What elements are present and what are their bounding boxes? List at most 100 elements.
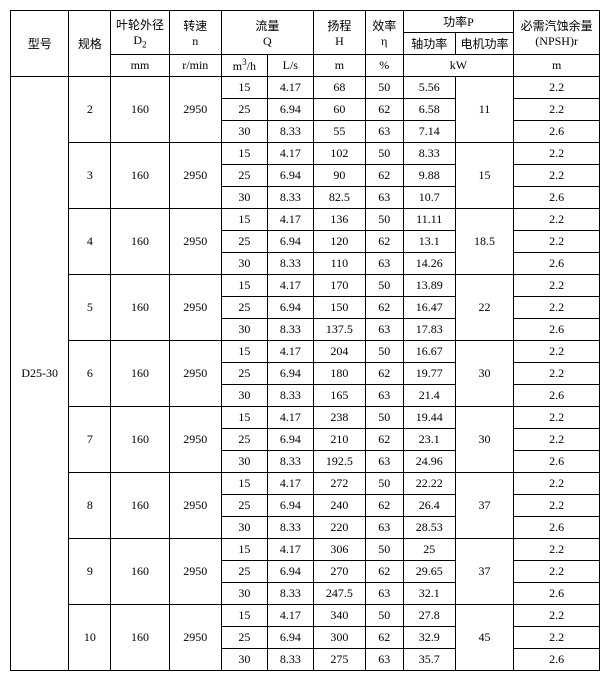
cell-eta: 50 [366,473,404,495]
cell-q1: 30 [221,649,267,671]
table-header: 型号 规格 叶轮外径 D2 转速n 流量Q 扬程H 效率η 功率P 必需汽蚀余量… [11,11,600,77]
cell-motor: 30 [455,341,513,407]
cell-h: 180 [313,363,365,385]
cell-d2: 160 [111,605,169,671]
table-row: 51602950154.171705013.89222.2 [11,275,600,297]
cell-h: 300 [313,627,365,649]
cell-d2: 160 [111,539,169,605]
cell-q2: 4.17 [267,275,313,297]
cell-d2: 160 [111,407,169,473]
cell-q1: 25 [221,429,267,451]
cell-h: 136 [313,209,365,231]
cell-q2: 8.33 [267,187,313,209]
cell-q1: 15 [221,143,267,165]
cell-h: 82.5 [313,187,365,209]
cell-eta: 63 [366,451,404,473]
cell-h: 210 [313,429,365,451]
cell-q2: 6.94 [267,363,313,385]
cell-spec: 3 [69,143,111,209]
cell-d2: 160 [111,275,169,341]
cell-q2: 4.17 [267,77,313,99]
cell-npsh: 2.6 [514,649,600,671]
cell-npsh: 2.2 [514,231,600,253]
cell-npsh: 2.2 [514,209,600,231]
cell-eta: 62 [366,627,404,649]
cell-q1: 25 [221,165,267,187]
cell-q2: 6.94 [267,627,313,649]
cell-q2: 6.94 [267,429,313,451]
cell-motor: 15 [455,143,513,209]
cell-d2: 160 [111,473,169,539]
cell-npsh: 2.2 [514,143,600,165]
cell-ps: 26.4 [403,495,455,517]
cell-q2: 4.17 [267,539,313,561]
cell-q2: 4.17 [267,605,313,627]
cell-h: 340 [313,605,365,627]
cell-ps: 6.58 [403,99,455,121]
cell-motor: 18.5 [455,209,513,275]
cell-q1: 25 [221,627,267,649]
cell-ps: 22.22 [403,473,455,495]
cell-ps: 9.88 [403,165,455,187]
cell-q2: 8.33 [267,451,313,473]
unit-m2: m [514,55,600,77]
cell-npsh: 2.6 [514,385,600,407]
cell-q2: 4.17 [267,341,313,363]
cell-spec: 8 [69,473,111,539]
hdr-d2: 叶轮外径 D2 [111,11,169,55]
cell-q1: 15 [221,275,267,297]
hdr-spec: 规格 [69,11,111,77]
cell-q2: 6.94 [267,297,313,319]
cell-ps: 10.7 [403,187,455,209]
cell-eta: 63 [366,583,404,605]
cell-q1: 15 [221,407,267,429]
cell-h: 220 [313,517,365,539]
cell-eta: 63 [366,319,404,341]
table-row: D25-3021602950154.1768505.56112.2 [11,77,600,99]
cell-eta: 50 [366,341,404,363]
cell-eta: 62 [366,495,404,517]
cell-ps: 7.14 [403,121,455,143]
cell-n: 2950 [169,209,221,275]
cell-motor: 37 [455,539,513,605]
cell-q2: 8.33 [267,253,313,275]
cell-ps: 13.1 [403,231,455,253]
cell-h: 110 [313,253,365,275]
hdr-h: 扬程H [313,11,365,55]
cell-ps: 19.44 [403,407,455,429]
cell-h: 90 [313,165,365,187]
cell-h: 68 [313,77,365,99]
cell-motor: 45 [455,605,513,671]
cell-n: 2950 [169,407,221,473]
cell-h: 275 [313,649,365,671]
cell-spec: 6 [69,341,111,407]
cell-ps: 32.1 [403,583,455,605]
cell-n: 2950 [169,275,221,341]
cell-npsh: 2.2 [514,363,600,385]
cell-ps: 5.56 [403,77,455,99]
cell-motor: 30 [455,407,513,473]
cell-h: 102 [313,143,365,165]
cell-q2: 8.33 [267,649,313,671]
cell-npsh: 2.2 [514,297,600,319]
cell-eta: 50 [366,605,404,627]
cell-ps: 16.47 [403,297,455,319]
cell-q2: 4.17 [267,407,313,429]
cell-ps: 11.11 [403,209,455,231]
cell-npsh: 2.6 [514,187,600,209]
cell-n: 2950 [169,77,221,143]
cell-h: 150 [313,297,365,319]
cell-eta: 63 [366,649,404,671]
cell-eta: 62 [366,363,404,385]
cell-ps: 32.9 [403,627,455,649]
cell-ps: 28.53 [403,517,455,539]
cell-npsh: 2.2 [514,429,600,451]
cell-q1: 25 [221,297,267,319]
cell-q2: 6.94 [267,561,313,583]
hdr-eta: 效率η [366,11,404,55]
cell-spec: 2 [69,77,111,143]
cell-q2: 6.94 [267,99,313,121]
cell-eta: 63 [366,187,404,209]
unit-ls: L/s [267,55,313,77]
cell-n: 2950 [169,473,221,539]
